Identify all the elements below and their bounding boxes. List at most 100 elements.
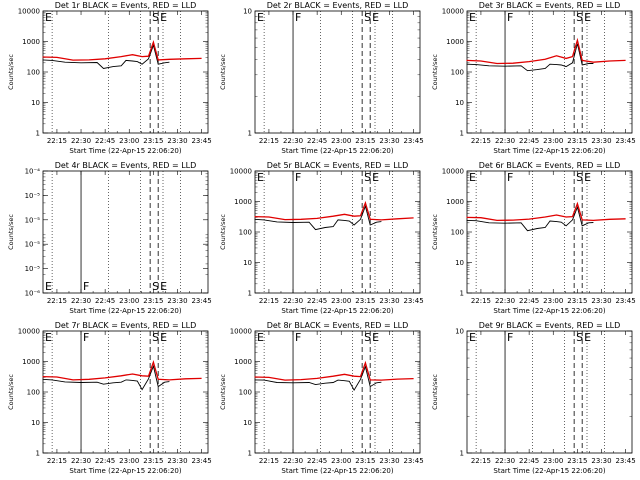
plot-frame bbox=[254, 330, 421, 454]
y-tick-label: 100 bbox=[451, 229, 464, 237]
chart-title: Det 6r BLACK = Events, RED = LLD bbox=[479, 161, 621, 170]
lld-series-line bbox=[42, 40, 202, 61]
x-tick-label: 22:30 bbox=[71, 457, 91, 465]
marker-label-f: F bbox=[295, 331, 301, 344]
x-tick-label: 23:45 bbox=[191, 457, 211, 465]
y-tick-label: 10000 bbox=[230, 328, 252, 336]
marker-label-e: E bbox=[160, 331, 167, 344]
x-tick-label: 23:00 bbox=[119, 457, 139, 465]
x-tick-label: 22:15 bbox=[259, 457, 279, 465]
marker-label-f: F bbox=[83, 280, 89, 293]
y-tick-label: 100 bbox=[239, 229, 252, 237]
chart-title: Det 3r BLACK = Events, RED = LLD bbox=[479, 1, 621, 10]
y-tick-label: 1000 bbox=[22, 38, 40, 46]
y-tick-label: 100 bbox=[27, 389, 40, 397]
x-tick-label: 22:15 bbox=[259, 137, 279, 145]
y-tick-label: 10⁻⁵ bbox=[25, 241, 41, 249]
x-axis-label: Start Time (22-Apr-15 22:06:20) bbox=[281, 467, 393, 475]
plot-frame bbox=[42, 170, 209, 294]
x-tick-label: 22:45 bbox=[95, 137, 115, 145]
y-tick-label: 10⁻⁵ bbox=[25, 216, 41, 224]
y-tick-label: 10000 bbox=[18, 8, 40, 16]
marker-label-s: S bbox=[364, 11, 371, 24]
x-tick-label: 22:45 bbox=[307, 137, 327, 145]
marker-label-e: E bbox=[45, 11, 52, 24]
marker-label-e: E bbox=[160, 280, 167, 293]
x-tick-label: 22:30 bbox=[283, 457, 303, 465]
marker-label-f: F bbox=[507, 171, 513, 184]
marker-label-s: S bbox=[576, 171, 583, 184]
marker-label-s: S bbox=[576, 11, 583, 24]
chart-title: Det 5r BLACK = Events, RED = LLD bbox=[267, 161, 409, 170]
y-tick-label: 10 bbox=[243, 8, 252, 16]
lld-series-line bbox=[42, 360, 202, 381]
x-axis-label: Start Time (22-Apr-15 22:06:20) bbox=[281, 147, 393, 155]
y-tick-label: 1000 bbox=[234, 198, 252, 206]
x-axis-label: Start Time (22-Apr-15 22:06:20) bbox=[493, 467, 605, 475]
y-axis-label: Counts/sec bbox=[219, 54, 227, 90]
marker-label-e: E bbox=[160, 11, 167, 24]
x-tick-label: 23:00 bbox=[543, 297, 563, 305]
plot-frame bbox=[466, 330, 633, 454]
x-axis-label: Start Time (22-Apr-15 22:06:20) bbox=[69, 147, 181, 155]
x-tick-label: 23:15 bbox=[567, 457, 587, 465]
marker-label-f: F bbox=[83, 331, 89, 344]
marker-label-s: S bbox=[152, 11, 159, 24]
x-tick-label: 23:00 bbox=[119, 297, 139, 305]
marker-label-e: E bbox=[469, 331, 476, 344]
x-tick-label: 23:00 bbox=[119, 137, 139, 145]
marker-label-e: E bbox=[372, 11, 379, 24]
plot-frame bbox=[254, 10, 421, 134]
chart-title: Det 8r BLACK = Events, RED = LLD bbox=[267, 321, 409, 330]
y-tick-label: 1000 bbox=[446, 198, 464, 206]
x-tick-label: 23:00 bbox=[543, 457, 563, 465]
x-axis-label: Start Time (22-Apr-15 22:06:20) bbox=[493, 147, 605, 155]
y-tick-label: 1 bbox=[460, 130, 464, 138]
y-axis-label: Counts/sec bbox=[431, 374, 439, 410]
x-tick-label: 22:45 bbox=[519, 297, 539, 305]
y-tick-label: 10000 bbox=[18, 328, 40, 336]
x-tick-label: 22:30 bbox=[495, 137, 515, 145]
x-tick-label: 22:30 bbox=[71, 137, 91, 145]
x-tick-label: 23:15 bbox=[143, 457, 163, 465]
x-tick-label: 22:15 bbox=[471, 297, 491, 305]
x-tick-label: 22:30 bbox=[283, 297, 303, 305]
y-tick-label: 10 bbox=[455, 99, 464, 107]
y-tick-label: 10 bbox=[455, 328, 464, 336]
x-tick-label: 23:45 bbox=[615, 457, 635, 465]
y-tick-label: 1 bbox=[36, 130, 40, 138]
lld-series-line bbox=[466, 37, 626, 65]
marker-label-s: S bbox=[152, 280, 159, 293]
marker-label-f: F bbox=[295, 11, 301, 24]
chart-title: Det 2r BLACK = Events, RED = LLD bbox=[267, 1, 409, 10]
x-tick-label: 23:30 bbox=[591, 457, 611, 465]
x-tick-label: 22:15 bbox=[47, 457, 67, 465]
y-tick-label: 1 bbox=[248, 450, 252, 458]
lld-series-line bbox=[254, 200, 414, 221]
y-axis-label: Counts/sec bbox=[219, 214, 227, 250]
x-axis-label: Start Time (22-Apr-15 22:06:20) bbox=[493, 307, 605, 315]
x-tick-label: 22:45 bbox=[95, 457, 115, 465]
x-axis-label: Start Time (22-Apr-15 22:06:20) bbox=[69, 307, 181, 315]
marker-label-e: E bbox=[372, 171, 379, 184]
x-tick-label: 23:45 bbox=[615, 297, 635, 305]
x-tick-label: 22:45 bbox=[519, 137, 539, 145]
y-tick-label: 1 bbox=[36, 450, 40, 458]
x-tick-label: 23:30 bbox=[379, 137, 399, 145]
y-tick-label: 10000 bbox=[230, 168, 252, 176]
marker-label-e: E bbox=[45, 280, 52, 293]
x-tick-label: 23:30 bbox=[591, 297, 611, 305]
y-tick-label: 10 bbox=[31, 99, 40, 107]
y-tick-label: 10 bbox=[243, 419, 252, 427]
y-tick-label: 1000 bbox=[446, 38, 464, 46]
x-tick-label: 23:45 bbox=[615, 137, 635, 145]
x-axis-label: Start Time (22-Apr-15 22:06:20) bbox=[281, 307, 393, 315]
y-tick-label: 10 bbox=[31, 419, 40, 427]
y-tick-label: 100 bbox=[451, 69, 464, 77]
marker-label-e: E bbox=[257, 11, 264, 24]
x-tick-label: 22:15 bbox=[47, 137, 67, 145]
chart-title: Det 4r BLACK = Events, RED = LLD bbox=[55, 161, 197, 170]
plot-frame bbox=[466, 170, 633, 294]
y-tick-label: 10⁻⁴ bbox=[25, 168, 41, 176]
